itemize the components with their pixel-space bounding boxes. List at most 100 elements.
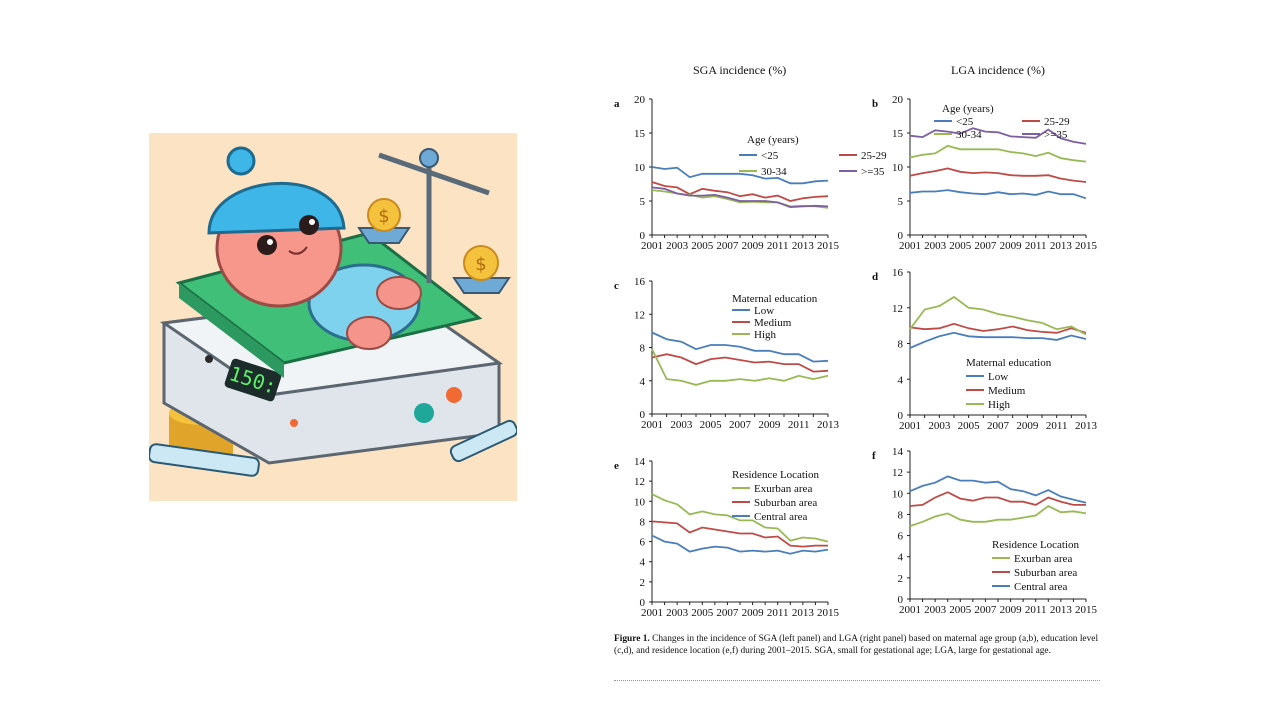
legend-label: Low — [754, 305, 774, 317]
series-line-3 — [651, 186, 829, 209]
panel-letter: d — [872, 271, 878, 283]
divider — [614, 680, 1100, 681]
x-tick-label: 2013 — [1075, 420, 1098, 432]
series-line-0 — [909, 504, 1087, 527]
y-tick-label: 10 — [892, 162, 904, 174]
y-tick-label: 10 — [634, 496, 646, 508]
y-tick-label: 14 — [634, 456, 646, 468]
x-tick-label: 2001 — [641, 240, 663, 252]
panel-a: a 0 5 10 15 20 2001 2003 2005 2007 2009 2011 2013 201… — [600, 94, 887, 274]
x-tick-label: 2005 — [949, 604, 972, 616]
y-tick-label: 0 — [898, 594, 904, 606]
y-tick-label: 12 — [634, 476, 645, 488]
series-line-2 — [651, 534, 829, 555]
caption-label: Figure 1. — [614, 634, 650, 644]
x-tick-label: 2005 — [949, 240, 972, 252]
legend-title: Age (years) — [942, 103, 994, 115]
series-line-3 — [909, 127, 1087, 145]
y-tick-label: 8 — [898, 339, 904, 351]
x-tick-label: 2009 — [758, 419, 781, 431]
x-tick-label: 2005 — [958, 420, 981, 432]
x-tick-label: 2007 — [974, 604, 997, 616]
x-tick-label: 2003 — [928, 420, 951, 432]
y-tick-label: 6 — [640, 537, 646, 549]
x-tick-label: 2001 — [899, 420, 921, 432]
series-line-1 — [651, 353, 829, 373]
x-tick-label: 2015 — [1075, 240, 1098, 252]
series-line-0 — [651, 493, 829, 543]
y-tick-label: 12 — [634, 309, 645, 321]
series-line-2 — [909, 144, 1087, 163]
legend-label: High — [754, 329, 777, 341]
series-line-0 — [651, 166, 829, 185]
series-line-1 — [651, 181, 829, 202]
panel-letter: f — [872, 450, 876, 462]
y-tick-label: 16 — [892, 267, 904, 279]
y-tick-label: 16 — [634, 276, 646, 288]
y-tick-label: 14 — [892, 446, 904, 458]
x-tick-label: 2003 — [666, 240, 689, 252]
legend-title: Maternal education — [732, 293, 818, 305]
panel-letter: e — [614, 460, 619, 472]
y-tick-label: 10 — [634, 162, 646, 174]
legend-label: Central area — [1014, 581, 1068, 593]
series-line-2 — [651, 348, 829, 386]
legend-label: Suburban area — [1014, 567, 1077, 579]
y-tick-label: 4 — [898, 374, 904, 386]
panel-b: b 0 5 10 15 20 2001 2003 2005 2007 2009 2011 2013 201… — [858, 94, 1108, 274]
x-tick-label: 2003 — [924, 604, 947, 616]
x-tick-label: 2001 — [641, 419, 663, 431]
y-tick-label: 12 — [892, 467, 903, 479]
caption-text: Changes in the incidence of SGA (left pa… — [614, 634, 1099, 656]
x-tick-label: 2001 — [641, 607, 663, 619]
legend-label: <25 — [956, 116, 974, 128]
x-tick-label: 2007 — [974, 240, 997, 252]
legend-title: Age (years) — [747, 134, 799, 146]
x-tick-label: 2011 — [1046, 420, 1068, 432]
panel-c: c 0 4 8 12 16 2001 2003 2005 2007 2009 2011 2013 Mate… — [600, 276, 850, 456]
series-line-0 — [909, 331, 1087, 349]
legend-label: 30-34 — [761, 166, 787, 178]
x-tick-label: 2007 — [987, 420, 1010, 432]
y-tick-label: 4 — [640, 557, 646, 569]
legend-label: Medium — [988, 385, 1026, 397]
x-tick-label: 2007 — [716, 607, 739, 619]
series-line-1 — [909, 322, 1087, 334]
panel-d: d 0 4 8 12 16 2001 2003 2005 2007 2009 2011 2013 Mate… — [858, 267, 1108, 457]
y-tick-label: 15 — [634, 128, 646, 140]
x-tick-label: 2005 — [700, 419, 723, 431]
series-line-1 — [909, 167, 1087, 183]
x-tick-label: 2015 — [817, 240, 840, 252]
balance-scale-icon: $ $ — [357, 148, 511, 294]
svg-text:$: $ — [378, 206, 389, 227]
x-tick-label: 2007 — [716, 240, 739, 252]
y-tick-label: 0 — [898, 410, 904, 422]
x-tick-label: 2001 — [899, 240, 921, 252]
x-tick-label: 2011 — [767, 607, 789, 619]
x-tick-label: 2003 — [924, 240, 947, 252]
series-line-2 — [909, 475, 1087, 504]
series-line-1 — [651, 520, 828, 548]
legend-label: >=35 — [1044, 129, 1068, 141]
syringe-icon — [149, 419, 517, 477]
legend-title: Residence Location — [992, 539, 1080, 551]
x-tick-label: 2013 — [1050, 240, 1073, 252]
legend-title: Residence Location — [732, 469, 820, 481]
x-tick-label: 2009 — [1016, 420, 1039, 432]
x-tick-label: 2009 — [742, 240, 765, 252]
legend-label: Low — [988, 371, 1008, 383]
baby-icon — [207, 146, 422, 350]
y-tick-label: 5 — [898, 196, 904, 208]
y-tick-label: 20 — [634, 94, 646, 106]
legend-label: Suburban area — [754, 497, 817, 509]
y-tick-label: 6 — [898, 531, 904, 543]
legend-label: 25-29 — [861, 150, 887, 162]
y-tick-label: 10 — [892, 488, 904, 500]
x-tick-label: 2003 — [666, 607, 689, 619]
panel-f: f 0 2 4 6 8 10 12 14 2001 2003 2005 2007 2009 2011 2013… — [858, 446, 1108, 636]
y-tick-label: 4 — [898, 552, 904, 564]
y-tick-label: 0 — [640, 230, 646, 242]
panel-letter: b — [872, 98, 878, 110]
legend-label: High — [988, 399, 1011, 411]
y-tick-label: 0 — [640, 409, 646, 421]
